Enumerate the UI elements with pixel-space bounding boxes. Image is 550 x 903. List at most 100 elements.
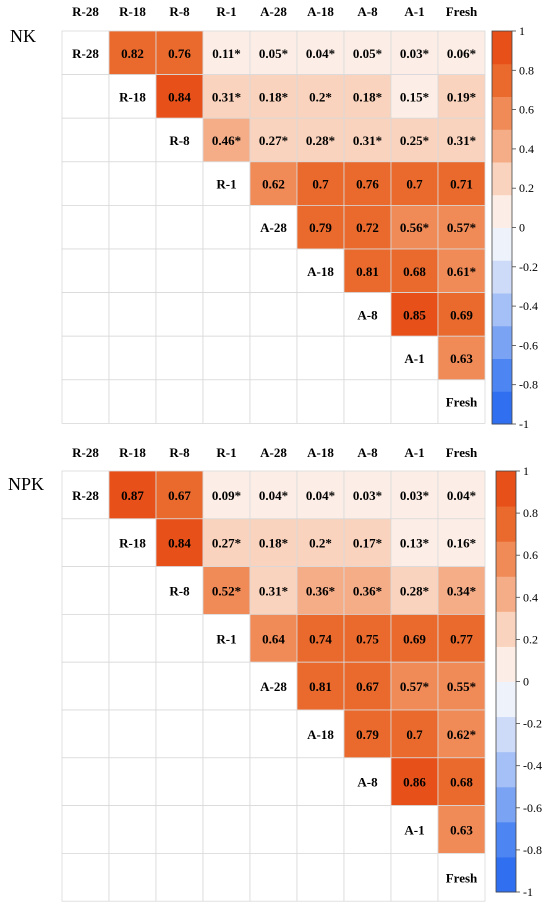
heatmap-cell [155, 709, 204, 759]
cell-value: 0.82 [121, 46, 144, 61]
cell-value: 0.18* [353, 89, 382, 104]
heatmap-cell [249, 204, 298, 250]
cell-value: 0.18* [259, 536, 288, 551]
diagonal-label: A-8 [357, 775, 378, 790]
cell-value: 0.69 [450, 307, 473, 322]
cell-value: 0.63 [450, 823, 473, 838]
cell-value: 0.36* [353, 584, 382, 599]
panel-title: NK [10, 26, 36, 46]
cell-value: 0.06* [447, 46, 476, 61]
heatmap-cell [108, 566, 157, 615]
colorbar-tick-label: 0.2 [523, 632, 538, 646]
colorbar-tick-label: 0 [519, 221, 525, 235]
heatmap-cell [390, 161, 439, 206]
heatmap-cell [437, 379, 486, 424]
column-label: R-1 [216, 445, 236, 460]
heatmap-cell [249, 709, 298, 759]
cell-value: 0.04* [306, 46, 335, 61]
colorbar-tick-label: -0.2 [523, 717, 542, 731]
cell-value: 0.74 [309, 631, 332, 646]
heatmap-cell [155, 853, 204, 902]
cell-value: 0.67 [168, 488, 191, 503]
colorbar-tick-label: 0.6 [523, 548, 538, 562]
column-label: A-8 [357, 445, 378, 460]
heatmap-cell [437, 805, 486, 854]
heatmap-cell [108, 335, 157, 381]
cell-value: 0.76 [356, 177, 379, 192]
diagonal-label: A-1 [404, 823, 424, 838]
heatmap-cell [437, 74, 486, 119]
heatmap-cell [390, 117, 439, 163]
heatmap-cell [343, 757, 392, 806]
colorbar-segment [496, 646, 516, 682]
cell-value: 0.62 [262, 177, 285, 192]
cell-value: 0.77 [450, 631, 473, 646]
heatmap-cell [108, 117, 157, 163]
heatmap-cell [390, 518, 439, 567]
heatmap-cell [202, 379, 251, 424]
heatmap-cell [390, 709, 439, 759]
cell-value: 0.68 [403, 264, 426, 279]
heatmap-cell [155, 518, 204, 567]
heatmap-cell [390, 805, 439, 854]
cell-value: 0.36* [306, 584, 335, 599]
cell-value: 0.71 [450, 177, 473, 192]
heatmap-cell [202, 518, 251, 567]
cell-value: 0.31* [447, 133, 476, 148]
heatmap-cell [155, 379, 204, 424]
heatmap-cell [61, 161, 110, 206]
cell-value: 0.27* [212, 536, 241, 551]
cell-value: 0.03* [400, 488, 429, 503]
heatmap-cell [61, 470, 110, 520]
heatmap-cell [202, 204, 251, 250]
cell-value: 0.25* [400, 133, 429, 148]
heatmap-cell [249, 805, 298, 854]
colorbar-segment [496, 541, 516, 577]
cell-value: 0.84 [168, 536, 191, 551]
heatmap-cell [61, 248, 110, 293]
heatmap-cell [343, 248, 392, 293]
heatmap-cell [296, 805, 345, 854]
heatmap-cell [108, 757, 157, 806]
heatmap-cell [249, 335, 298, 381]
heatmap-cell [202, 248, 251, 293]
diagonal-label: A-18 [307, 264, 334, 279]
heatmap-cell [202, 74, 251, 119]
heatmap-cell [437, 292, 486, 337]
column-label: A-18 [307, 445, 334, 460]
cell-value: 0.03* [400, 46, 429, 61]
cell-value: 0.2* [309, 536, 332, 551]
heatmap-cell [202, 853, 251, 902]
cell-value: 0.7 [312, 177, 329, 192]
heatmap-cell [61, 292, 110, 337]
heatmap-cell [202, 117, 251, 163]
heatmap-cell [155, 335, 204, 381]
cell-value: 0.11* [212, 46, 241, 61]
colorbar-tick-label: -0.2 [519, 260, 538, 274]
heatmap-cell [249, 470, 298, 520]
colorbar-tick-label: 1 [523, 464, 529, 478]
panel-title: NPK [8, 474, 44, 494]
heatmap-cell [296, 30, 345, 75]
heatmap-cell [108, 614, 157, 663]
cell-value: 0.81 [356, 264, 379, 279]
heatmap-cell [343, 614, 392, 663]
heatmap-cell [61, 74, 110, 119]
cell-value: 0.61* [447, 264, 476, 279]
cell-value: 0.05* [353, 46, 382, 61]
heatmap-cell [343, 853, 392, 902]
heatmap-cell [296, 757, 345, 806]
heatmap-cell [296, 292, 345, 337]
colorbar-tick-label: 0.8 [523, 506, 538, 520]
heatmap-cell [155, 661, 204, 711]
colorbar-segment [492, 129, 512, 163]
heatmap-cell [155, 470, 204, 520]
heatmap-cell [249, 117, 298, 163]
heatmap-cell [296, 853, 345, 902]
heatmap-cell [108, 470, 157, 520]
heatmap-cell [296, 74, 345, 119]
heatmap-cell [108, 292, 157, 337]
diagonal-label: A-1 [404, 351, 424, 366]
heatmap-cell [296, 117, 345, 163]
heatmap-cell [155, 30, 204, 75]
